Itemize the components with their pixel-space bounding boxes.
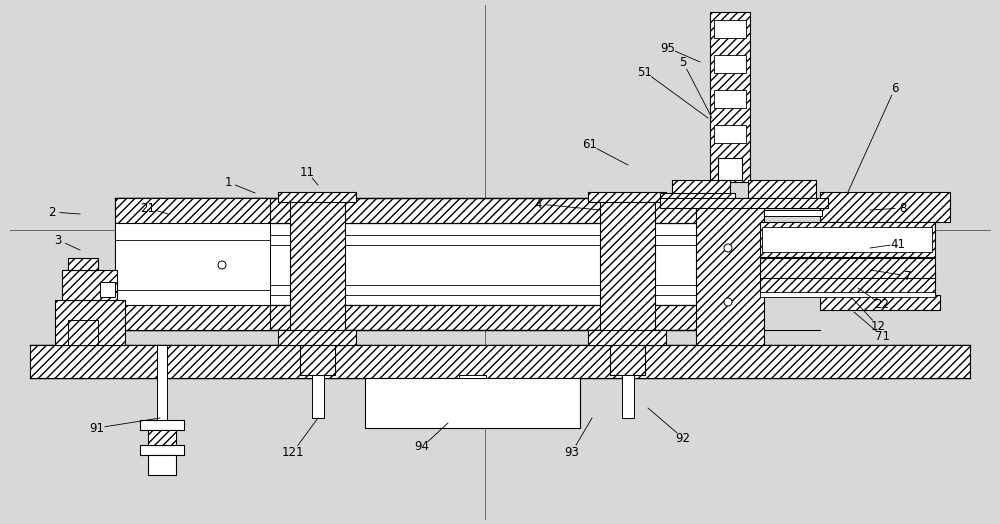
Bar <box>55 300 125 345</box>
Bar <box>696 205 764 345</box>
Bar <box>714 55 746 73</box>
Bar <box>115 198 270 223</box>
Bar <box>748 180 816 198</box>
Bar <box>760 278 935 293</box>
Text: 8: 8 <box>899 202 907 214</box>
Text: 22: 22 <box>874 299 890 311</box>
Bar <box>660 193 735 203</box>
Bar <box>820 192 950 222</box>
Text: 3: 3 <box>54 234 62 246</box>
Bar <box>148 430 176 445</box>
Bar <box>68 258 98 270</box>
Bar <box>278 192 356 202</box>
Bar <box>764 210 822 216</box>
Bar <box>30 345 970 378</box>
Bar <box>714 20 746 38</box>
Bar <box>115 305 270 330</box>
Bar <box>140 445 184 455</box>
Bar <box>600 200 655 345</box>
Circle shape <box>218 261 226 269</box>
Text: 92: 92 <box>676 431 690 444</box>
Bar <box>718 158 742 180</box>
Bar <box>115 223 270 305</box>
Text: 5: 5 <box>679 56 687 69</box>
Bar <box>762 227 932 252</box>
Text: 2: 2 <box>48 205 56 219</box>
Bar <box>760 258 935 280</box>
Text: 7: 7 <box>904 269 912 282</box>
Text: 6: 6 <box>891 82 899 94</box>
Bar <box>710 12 750 182</box>
Text: 41: 41 <box>891 237 906 250</box>
Bar <box>278 330 356 345</box>
Bar <box>714 125 746 143</box>
Bar <box>115 198 710 223</box>
Circle shape <box>724 298 732 306</box>
Bar <box>62 270 117 300</box>
Bar <box>68 320 98 345</box>
Bar <box>760 292 935 297</box>
Bar <box>820 295 940 310</box>
Text: 61: 61 <box>582 138 598 151</box>
Bar <box>148 455 176 475</box>
Bar <box>622 375 634 418</box>
Text: 51: 51 <box>638 66 652 79</box>
Text: 12: 12 <box>870 320 886 333</box>
Bar <box>157 345 167 420</box>
Bar <box>660 198 828 208</box>
Bar <box>148 430 176 445</box>
Text: 21: 21 <box>140 202 156 214</box>
Bar <box>100 282 115 297</box>
Text: 71: 71 <box>874 330 890 343</box>
Bar <box>312 375 324 418</box>
Bar <box>115 223 710 305</box>
Text: 1: 1 <box>224 176 232 189</box>
Bar <box>588 330 666 345</box>
Bar <box>459 375 486 378</box>
Bar <box>300 345 335 375</box>
Text: 95: 95 <box>661 41 675 54</box>
Bar <box>140 420 184 430</box>
Bar <box>290 200 345 345</box>
Text: 121: 121 <box>282 445 304 458</box>
Text: 94: 94 <box>415 441 430 453</box>
Text: 93: 93 <box>565 445 579 458</box>
Bar <box>115 305 710 330</box>
Text: 91: 91 <box>90 421 104 434</box>
Circle shape <box>724 244 732 252</box>
Bar <box>365 378 580 428</box>
Bar <box>714 90 746 108</box>
Bar <box>672 180 730 198</box>
Bar <box>760 222 935 257</box>
Text: 4: 4 <box>534 198 542 211</box>
Text: 11: 11 <box>300 166 314 179</box>
Bar <box>610 345 645 375</box>
Bar <box>588 192 666 202</box>
